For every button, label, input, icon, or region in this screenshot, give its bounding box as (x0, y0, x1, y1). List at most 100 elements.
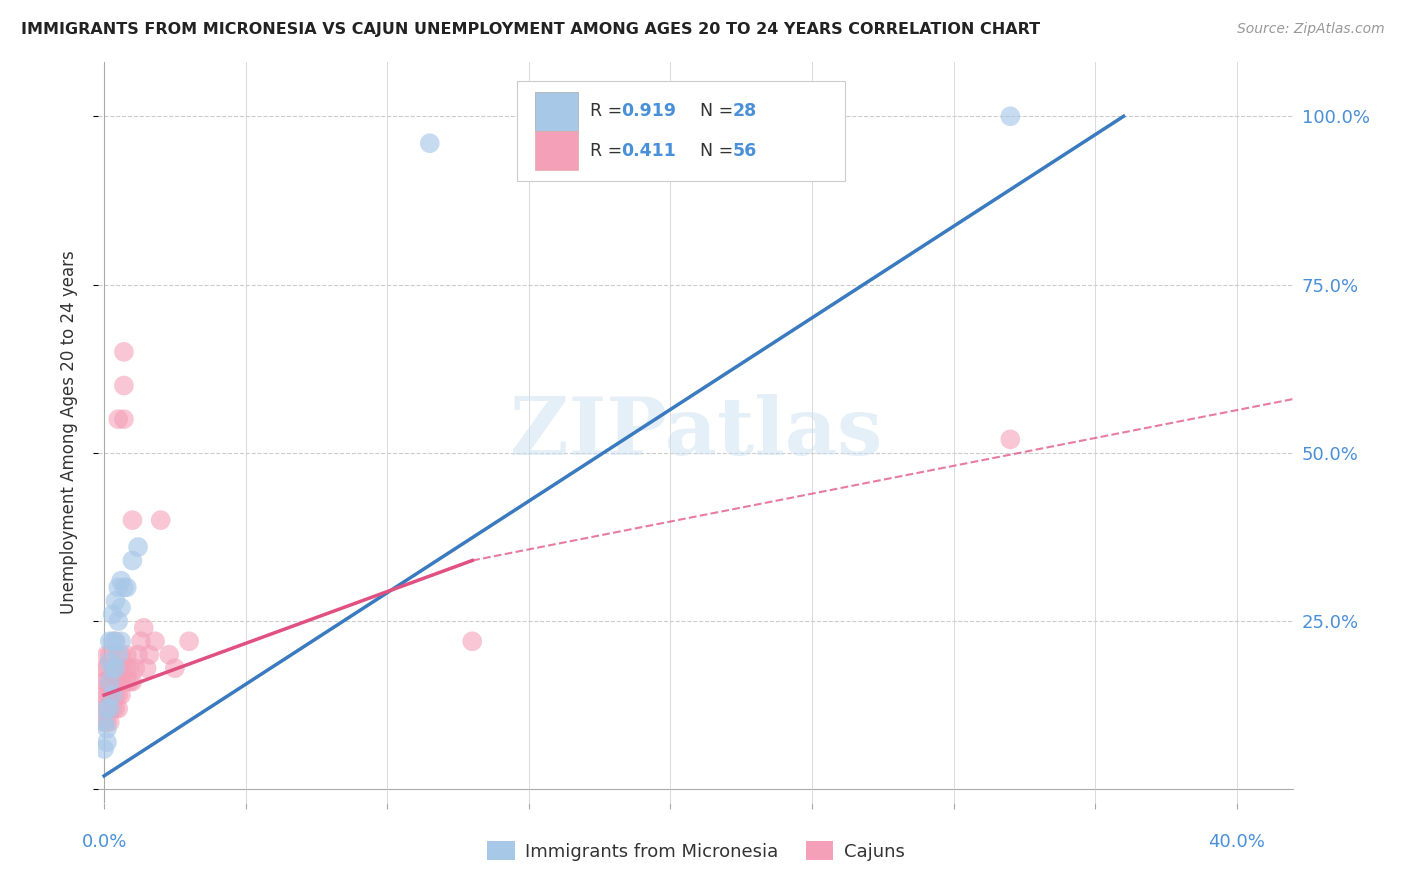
Point (98, 655, 121, 669)
Point (98, 634, 121, 648)
Point (96, 722, 118, 736)
Point (93, 674, 115, 689)
Y-axis label: Unemployment Among Ages 20 to 24 years: Unemployment Among Ages 20 to 24 years (59, 251, 77, 615)
Point (149, 513, 172, 527)
Point (101, 688, 124, 702)
Point (93, 688, 115, 702)
Point (96, 714, 118, 729)
Point (127, 648, 149, 662)
Point (96, 701, 118, 715)
Point (163, 661, 186, 675)
Point (115, 648, 138, 662)
Point (96, 735, 118, 749)
Point (121, 513, 143, 527)
FancyBboxPatch shape (534, 131, 578, 169)
Point (110, 600, 132, 615)
Point (104, 634, 127, 648)
Point (112, 581, 135, 595)
Point (104, 594, 127, 608)
Point (96, 674, 118, 689)
Point (98, 648, 121, 662)
Point (96, 688, 118, 702)
Point (112, 378, 135, 392)
Point (110, 688, 132, 702)
Point (107, 614, 129, 628)
Point (118, 661, 141, 675)
Text: IMMIGRANTS FROM MICRONESIA VS CAJUN UNEMPLOYMENT AMONG AGES 20 TO 24 YEARS CORRE: IMMIGRANTS FROM MICRONESIA VS CAJUN UNEM… (21, 22, 1040, 37)
Text: 0.919: 0.919 (620, 103, 676, 120)
Text: 0.411: 0.411 (620, 142, 675, 160)
Point (101, 688, 124, 702)
Point (96, 661, 118, 675)
Point (1000, 109, 1022, 123)
Point (143, 634, 166, 648)
Point (96, 648, 118, 662)
Point (104, 674, 127, 689)
Point (138, 648, 160, 662)
Point (104, 688, 127, 702)
Point (107, 412, 129, 426)
Point (132, 621, 155, 635)
Text: Source: ZipAtlas.com: Source: ZipAtlas.com (1237, 22, 1385, 37)
Point (115, 674, 138, 689)
FancyBboxPatch shape (534, 92, 578, 130)
Point (112, 412, 135, 426)
Point (127, 540, 149, 554)
Point (98, 674, 121, 689)
Legend: Immigrants from Micronesia, Cajuns: Immigrants from Micronesia, Cajuns (481, 834, 911, 868)
Point (107, 581, 129, 595)
Point (110, 661, 132, 675)
Point (98, 674, 121, 689)
Text: 28: 28 (733, 103, 758, 120)
Point (98, 714, 121, 729)
Text: 0.0%: 0.0% (82, 833, 127, 851)
Point (135, 661, 157, 675)
Point (98, 701, 121, 715)
Point (110, 674, 132, 689)
Point (121, 553, 143, 567)
Point (93, 714, 115, 729)
Point (157, 648, 180, 662)
Point (93, 742, 115, 756)
Text: 56: 56 (733, 142, 758, 160)
Point (104, 701, 127, 715)
Point (101, 607, 124, 622)
Point (115, 661, 138, 675)
Point (93, 701, 115, 715)
Point (104, 634, 127, 648)
Point (101, 661, 124, 675)
Point (101, 661, 124, 675)
Point (93, 714, 115, 729)
Point (129, 634, 152, 648)
Text: ZIPatlas: ZIPatlas (510, 393, 882, 472)
Point (110, 574, 132, 588)
Point (110, 648, 132, 662)
Text: N =: N = (689, 142, 738, 160)
Point (101, 634, 124, 648)
Point (107, 701, 129, 715)
Point (98, 701, 121, 715)
Point (419, 136, 441, 151)
Text: R =: R = (589, 142, 627, 160)
FancyBboxPatch shape (517, 81, 845, 181)
Point (104, 661, 127, 675)
Point (104, 661, 127, 675)
Point (124, 661, 146, 675)
Point (101, 674, 124, 689)
Point (177, 634, 200, 648)
Point (1000, 433, 1022, 447)
Point (115, 581, 138, 595)
Point (101, 701, 124, 715)
Text: 40.0%: 40.0% (1208, 833, 1265, 851)
Text: R =: R = (589, 103, 627, 120)
Point (110, 634, 132, 648)
Point (121, 674, 143, 689)
Point (107, 648, 129, 662)
Point (96, 701, 118, 715)
Point (107, 674, 129, 689)
Text: N =: N = (689, 103, 738, 120)
Point (118, 674, 141, 689)
Point (112, 344, 135, 359)
Point (98, 688, 121, 702)
Point (93, 661, 115, 675)
